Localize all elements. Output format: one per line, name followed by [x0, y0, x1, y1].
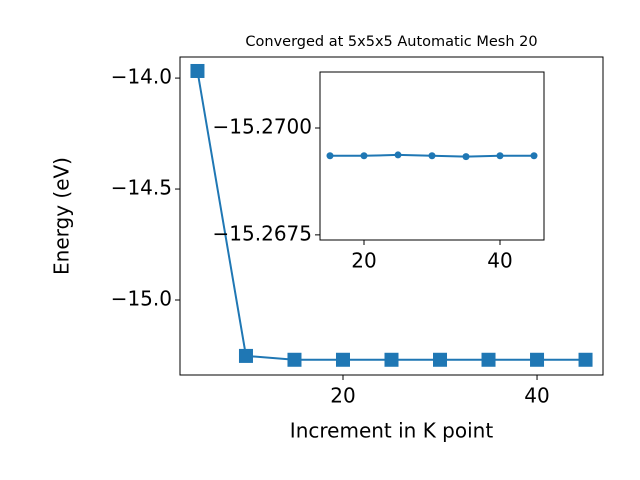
marker [360, 152, 368, 160]
x-tick-label: 20 [330, 384, 355, 408]
x-tick-label: 20 [351, 249, 376, 273]
marker [326, 152, 334, 160]
marker [384, 352, 399, 367]
marker [238, 348, 253, 363]
marker [190, 63, 205, 78]
y-tick-label: −14.5 [111, 176, 172, 200]
y-tick-label: −14.0 [111, 65, 172, 89]
marker [287, 352, 302, 367]
marker [428, 152, 436, 160]
marker [394, 151, 402, 159]
marker [530, 352, 545, 367]
x-tick-label: 40 [524, 384, 549, 408]
marker [462, 153, 470, 161]
y-axis-label: Energy (eV) [50, 157, 74, 275]
y-tick-label: −15.0 [111, 286, 172, 310]
marker [496, 152, 504, 160]
marker [530, 152, 538, 160]
x-tick-label: 40 [487, 249, 512, 273]
marker [578, 352, 593, 367]
marker [335, 352, 350, 367]
chart-title: Converged at 5x5x5 Automatic Mesh 20 [245, 34, 537, 50]
x-axis-label: Increment in K point [290, 419, 494, 443]
marker [433, 352, 448, 367]
y-tick-label: −15.2700 [213, 115, 312, 139]
y-tick-label: −15.2675 [213, 221, 312, 245]
marker [481, 352, 496, 367]
